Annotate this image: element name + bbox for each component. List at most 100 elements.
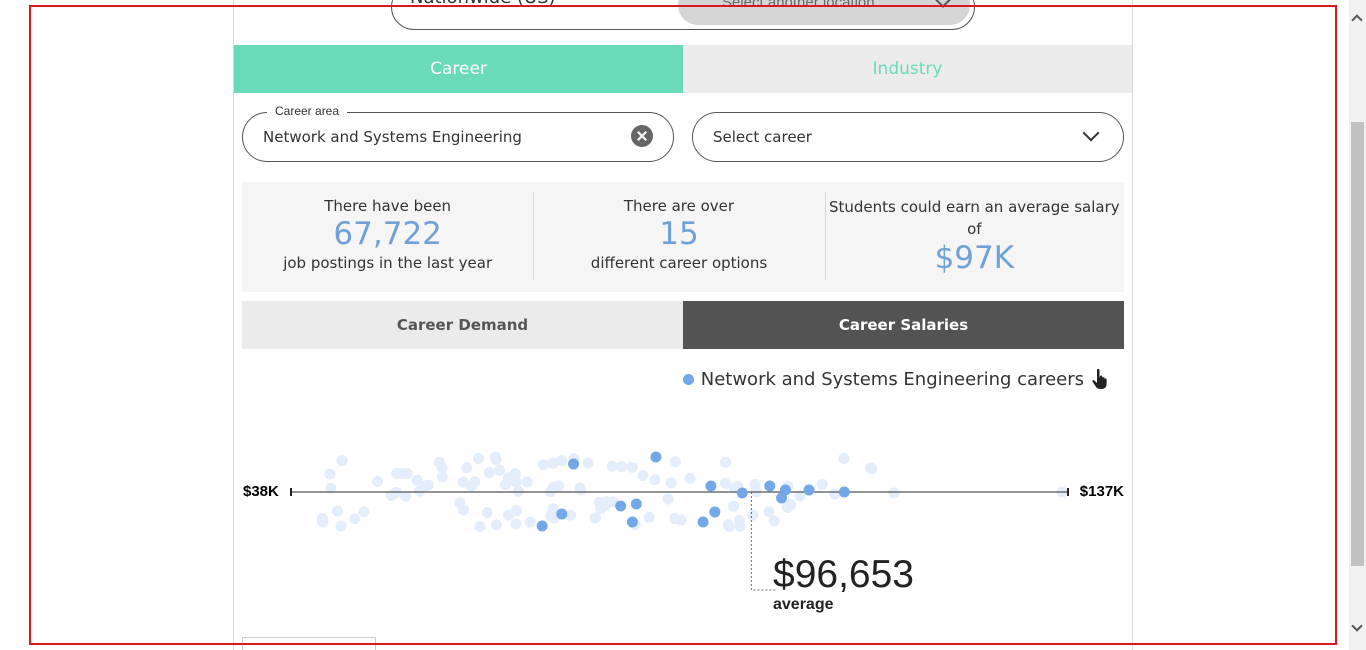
career-dot <box>697 516 709 528</box>
background-dot <box>469 476 481 488</box>
scroll-up-arrow-icon[interactable] <box>1351 14 1363 26</box>
location-selector[interactable]: Nationwide (US) Select another location <box>391 0 975 30</box>
location-select-label: Select another location <box>722 0 875 11</box>
career-select-field[interactable]: Select career <box>692 112 1124 162</box>
salary-scatter-plot <box>290 451 1069 591</box>
background-dot <box>720 456 732 468</box>
axis-min-label: $38K <box>243 483 279 500</box>
bottom-control[interactable] <box>242 637 376 650</box>
background-dot <box>662 493 674 505</box>
career-dot <box>615 500 627 512</box>
background-dot <box>575 484 587 496</box>
background-dot <box>481 507 493 519</box>
background-dot <box>749 478 761 490</box>
background-dot <box>521 476 533 488</box>
top-tabs: Career Industry <box>234 45 1132 93</box>
background-dot <box>582 457 594 469</box>
background-dot <box>626 461 638 473</box>
background-dot <box>400 490 412 502</box>
background-dot <box>458 504 470 516</box>
background-dot <box>684 472 696 484</box>
average-label: average <box>773 596 834 613</box>
career-dot <box>556 508 568 520</box>
location-select-button[interactable]: Select another location <box>678 0 970 25</box>
legend-label: Network and Systems Engineering careers <box>700 368 1084 390</box>
career-dot <box>764 480 776 492</box>
background-dot <box>556 455 568 467</box>
stat-pre-text: There have been <box>324 197 452 215</box>
background-dot <box>510 476 522 488</box>
background-dot <box>601 496 613 508</box>
stat-post-text: job postings in the last year <box>283 254 493 272</box>
stat-pre-text: There are over <box>623 197 735 215</box>
page-scrollbar[interactable] <box>1349 0 1366 650</box>
chart-legend[interactable]: Network and Systems Engineering careers <box>682 368 1110 390</box>
career-dot <box>630 498 642 510</box>
background-dot <box>616 461 628 473</box>
background-dot <box>494 464 506 476</box>
background-dot <box>436 462 448 474</box>
stat-value: 67,722 <box>333 216 442 252</box>
background-dot <box>888 487 900 499</box>
career-dot <box>650 451 662 463</box>
tab-career-salaries[interactable]: Career Salaries <box>683 301 1124 349</box>
background-dot <box>553 480 565 492</box>
background-dot <box>747 509 759 521</box>
background-dot <box>461 462 473 474</box>
stat-post-text: different career options <box>590 254 768 272</box>
background-dot <box>537 459 549 471</box>
axis-max-label: $137K <box>1079 483 1124 500</box>
background-dot <box>564 509 576 521</box>
background-dot <box>866 463 878 475</box>
background-dot <box>670 456 682 468</box>
career-select-label: Select career <box>713 128 812 146</box>
background-dot <box>606 460 618 472</box>
background-dot <box>474 520 486 532</box>
background-dot <box>349 513 361 525</box>
background-dot <box>728 482 740 494</box>
scroll-down-arrow-icon[interactable] <box>1351 620 1363 632</box>
background-dot <box>816 478 828 490</box>
career-explorer-widget: Nationwide (US) Select another location … <box>233 0 1133 650</box>
background-dot <box>372 476 384 488</box>
stat-job-postings: There have been 67,722 job postings in t… <box>242 182 533 292</box>
stat-average-salary: Students could earn an average salary of… <box>824 182 1124 292</box>
career-area-field[interactable]: Career area Network and Systems Engineer… <box>242 104 674 162</box>
background-dot <box>358 506 370 518</box>
background-dot <box>547 503 559 515</box>
chevron-down-icon <box>933 0 953 8</box>
tab-career[interactable]: Career <box>234 45 683 93</box>
clear-icon[interactable] <box>631 125 653 147</box>
scroll-thumb[interactable] <box>1351 122 1364 566</box>
stat-pre-text: Students could earn an average salary of <box>828 198 1120 238</box>
career-area-legend: Career area <box>267 104 348 118</box>
background-dot <box>665 477 677 489</box>
career-dot <box>838 486 850 498</box>
tab-career-demand[interactable]: Career Demand <box>242 301 683 349</box>
tab-industry[interactable]: Industry <box>683 45 1132 93</box>
background-dot <box>728 500 740 512</box>
background-dot <box>794 490 806 502</box>
career-dot <box>705 480 717 492</box>
career-dot <box>803 484 815 496</box>
stat-value: $97K <box>934 240 1015 276</box>
stat-value: 15 <box>659 216 699 252</box>
salary-chart: $38K $137K $96,653 average <box>234 440 1132 630</box>
background-dot <box>436 471 448 483</box>
background-dot <box>414 485 426 497</box>
background-dot <box>325 482 337 494</box>
background-dot <box>643 511 655 523</box>
background-dot <box>324 468 336 480</box>
background-dot <box>637 470 649 482</box>
average-salary-value: $96,653 <box>773 553 914 596</box>
background-dot <box>719 477 731 489</box>
background-dot <box>511 505 523 517</box>
pointer-hand-icon <box>1092 368 1107 389</box>
background-dot <box>838 453 850 465</box>
chevron-down-icon <box>1082 124 1100 142</box>
background-dot <box>483 467 495 479</box>
background-dot <box>335 520 347 532</box>
legend-dot <box>682 373 694 385</box>
background-dot <box>332 505 344 517</box>
background-dot <box>472 452 484 464</box>
